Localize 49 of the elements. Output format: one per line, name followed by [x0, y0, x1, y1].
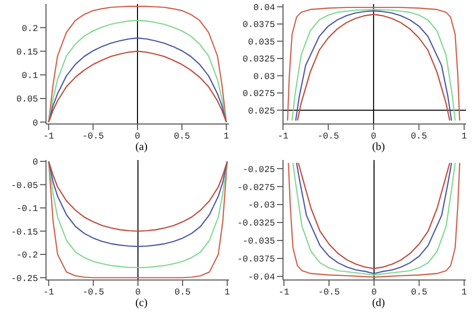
y-tick-label: 0.04	[253, 2, 275, 13]
x-axis-title: (b)	[371, 140, 386, 154]
y-tick-label: -0.04	[248, 272, 275, 283]
x-tick-label: 1	[224, 287, 230, 298]
y-tick-label: 0.025	[248, 106, 275, 116]
x-tick-label: -0.5	[82, 131, 104, 142]
y-tick-label: -0.1	[16, 204, 38, 214]
x-axis-title: (c)	[134, 296, 149, 310]
y-tick-label: -0.0275	[237, 182, 275, 193]
y-tick-label: -0.2	[16, 250, 38, 261]
y-tick-label: 0	[32, 158, 38, 168]
y-tick-label: 0.0325	[242, 54, 275, 65]
x-tick-label: 1	[224, 131, 230, 142]
y-tick-label: 0.15	[16, 47, 38, 58]
x-tick-label: 0	[134, 131, 140, 142]
x-tick-label: -1	[278, 287, 290, 298]
x-tick-label: -1	[278, 131, 288, 142]
y-tick-label: 0.035	[248, 37, 275, 48]
y-tick-label: 0.0275	[242, 89, 275, 100]
x-axis-title: (a)	[134, 140, 149, 154]
x-tick-label: 0.5	[410, 131, 427, 142]
x-tick-label: 0	[135, 287, 141, 298]
x-tick-label: -1	[43, 131, 54, 142]
x-tick-label: -0.5	[82, 287, 104, 298]
y-tick-label: 0.0375	[242, 20, 275, 30]
y-tick-label: 0	[32, 118, 38, 128]
y-tick-label: 0.03	[253, 72, 275, 82]
y-tick-label: -0.05	[10, 180, 38, 191]
y-tick-label: -0.025	[242, 164, 275, 175]
x-tick-label: -0.5	[318, 287, 340, 298]
y-tick-label: 0.1	[22, 71, 38, 82]
y-tick-label: 0.05	[16, 94, 38, 105]
x-tick-label: 1	[461, 287, 467, 298]
y-tick-label: -0.0375	[237, 254, 275, 265]
y-tick-label: -0.15	[10, 227, 38, 238]
x-tick-label: 0.5	[174, 287, 191, 298]
x-tick-label: 0	[371, 287, 377, 298]
y-tick-label: -0.03	[248, 200, 275, 211]
x-axis-title: (d)	[371, 296, 386, 310]
x-tick-label: 0.5	[411, 287, 428, 298]
x-tick-label: 1	[461, 131, 467, 142]
y-tick-label: -0.0325	[237, 218, 275, 229]
y-tick-label: -0.035	[242, 236, 275, 247]
x-tick-label: -0.5	[317, 131, 340, 142]
y-tick-label: -0.25	[10, 274, 38, 284]
x-tick-label: 0.5	[174, 131, 190, 142]
y-tick-label: 0.2	[22, 24, 38, 34]
x-tick-label: 0	[370, 131, 376, 142]
x-tick-label: -1	[43, 287, 54, 298]
